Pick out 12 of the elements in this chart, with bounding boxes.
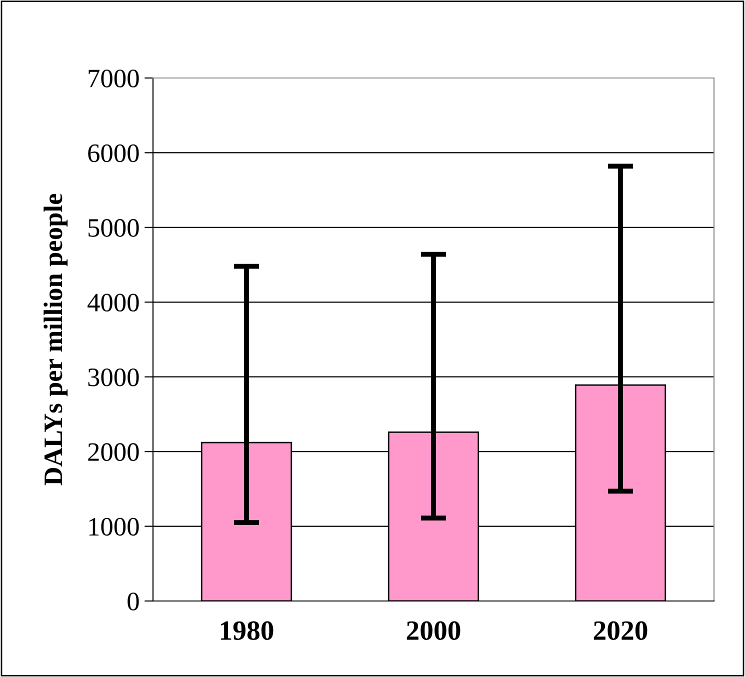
- y-tick-label: 4000: [88, 294, 139, 312]
- x-tick-label: 2000: [406, 621, 460, 640]
- y-axis-title: DALYs per million people: [44, 194, 68, 486]
- y-tick-label: 3000: [88, 368, 139, 386]
- y-tick-label: 7000: [88, 70, 139, 88]
- y-tick-label: 2000: [88, 443, 139, 461]
- y-tick-label: 6000: [88, 144, 139, 162]
- y-tick-label: 5000: [88, 219, 139, 237]
- y-tick-label: 1000: [89, 518, 139, 536]
- x-tick-label: 1980: [220, 621, 274, 640]
- y-tick-label: 0: [128, 592, 139, 610]
- x-tick-label: 2020: [594, 621, 648, 640]
